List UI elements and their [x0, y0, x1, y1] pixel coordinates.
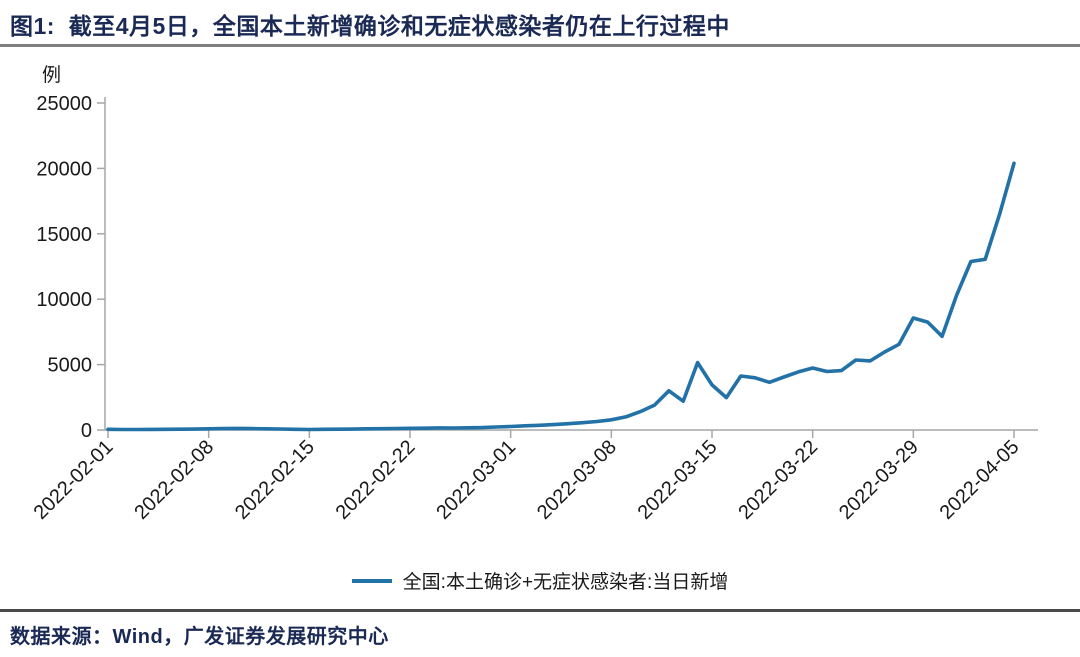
x-tick-label: 2022-02-08 [130, 436, 218, 524]
chart-legend: 全国:本土确诊+无症状感染者:当日新增 [0, 567, 1080, 594]
series-line [106, 161, 1016, 432]
x-tick-label: 2022-03-29 [835, 436, 923, 524]
y-tick-label: 10000 [36, 289, 92, 311]
y-axis-unit-label: 例 [42, 65, 62, 86]
x-tick-label: 2022-04-05 [936, 436, 1024, 524]
x-tick-label: 2022-03-15 [634, 436, 722, 524]
x-tick-label: 2022-02-15 [231, 436, 319, 524]
y-tick-label: 25000 [36, 93, 92, 115]
title-separator [0, 44, 1080, 47]
data-source: 数据来源：Wind，广发证券发展研究中心 [10, 626, 389, 648]
y-tick-label: 20000 [36, 158, 92, 180]
x-tick-label: 2022-03-01 [432, 436, 520, 524]
y-tick-label: 15000 [36, 224, 92, 246]
legend-label: 全国:本土确诊+无症状感染者:当日新增 [402, 572, 729, 593]
legend-line-swatch [351, 578, 392, 583]
x-tick-label: 2022-02-01 [30, 436, 118, 524]
x-tick-label: 2022-02-22 [332, 436, 420, 524]
y-tick-label: 5000 [48, 355, 93, 377]
x-tick-label: 2022-03-08 [533, 436, 621, 524]
y-tick-label: 0 [81, 420, 92, 442]
figure-title: 图1: 截至4月5日，全国本土新增确诊和无症状感染者仍在上行过程中 [10, 13, 730, 39]
x-tick-label: 2022-03-22 [734, 436, 822, 524]
footer-separator [0, 609, 1080, 612]
